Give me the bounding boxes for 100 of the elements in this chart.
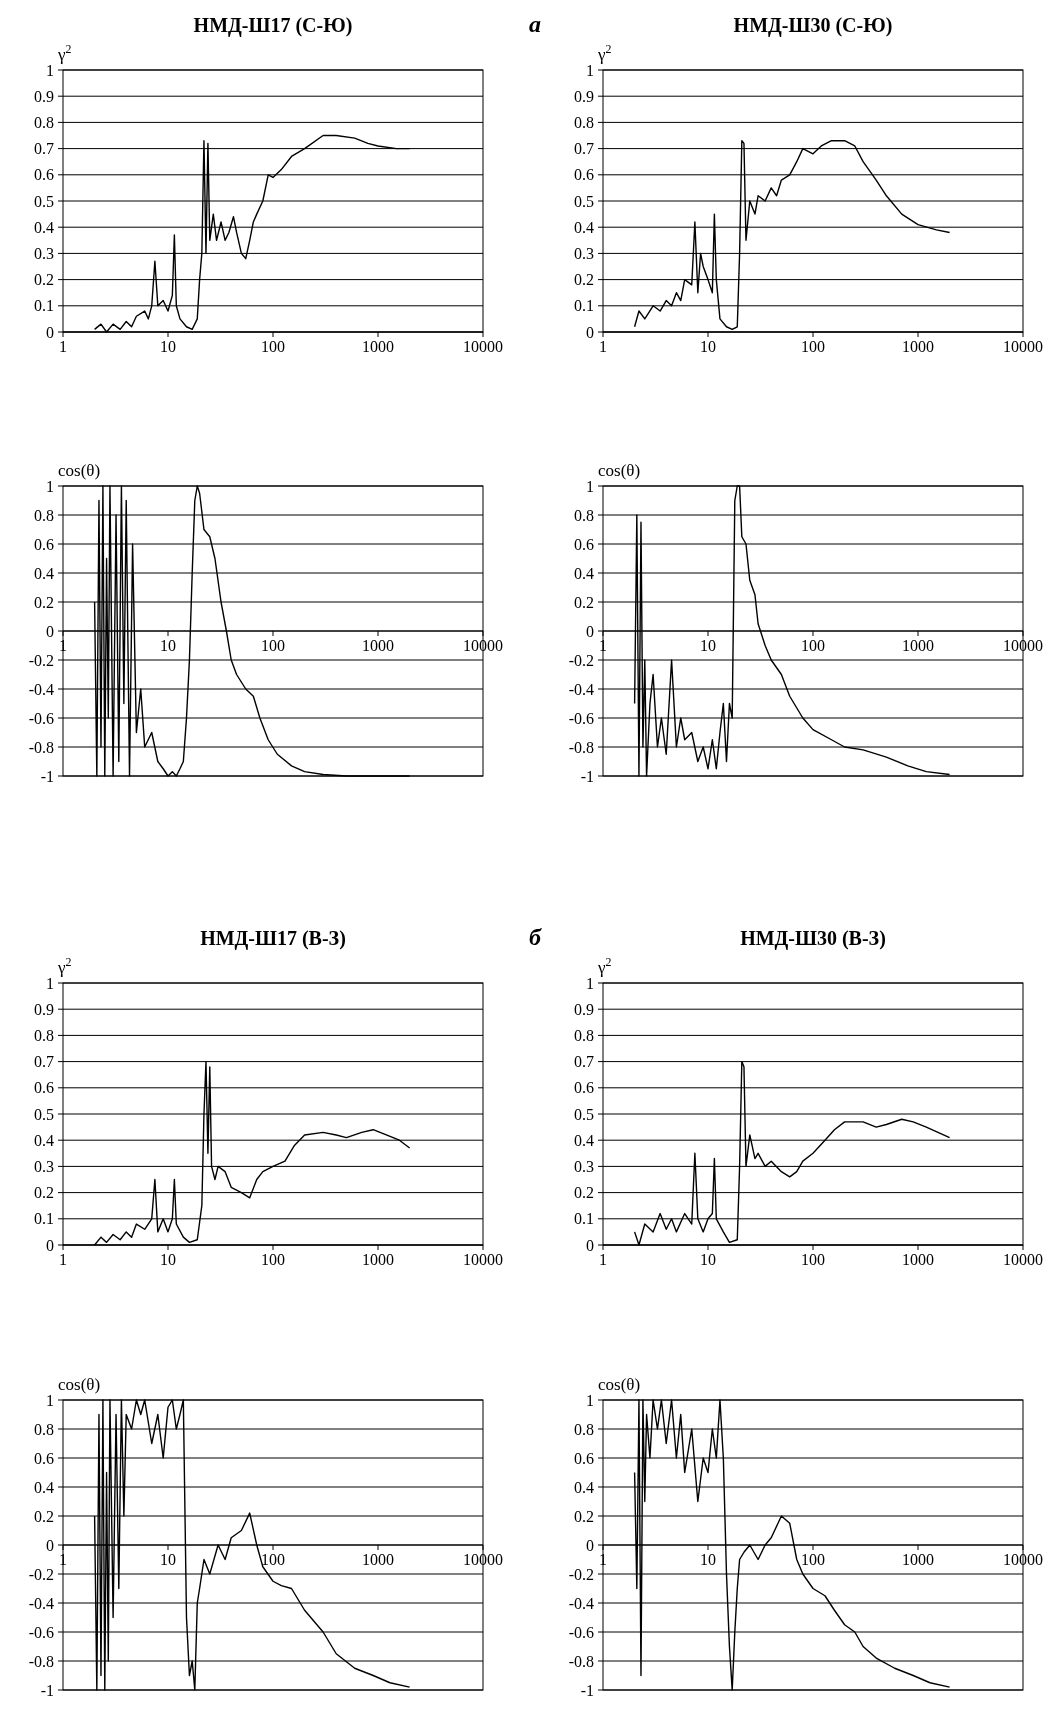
x-tick-label: 1000: [362, 1251, 394, 1268]
y-tick-label: 0.5: [34, 192, 54, 210]
y-tick-label: 1: [586, 974, 594, 992]
x-tick-label: 10000: [463, 1251, 503, 1268]
y-tick-label: 0.8: [34, 1027, 54, 1044]
y-tick-label: -0.4: [568, 1594, 594, 1612]
x-tick-label: 10: [700, 1551, 716, 1568]
x-tick-label: 1000: [362, 338, 394, 355]
x-tick-label: 1: [59, 1251, 67, 1268]
y-axis-title: cos(θ): [58, 1375, 101, 1394]
y-tick-label: 0: [586, 323, 594, 341]
y-tick-label: 1: [46, 477, 54, 495]
y-tick-label: -0.2: [28, 651, 54, 669]
y-tick-label: 0: [46, 1236, 54, 1254]
y-tick-label: 0: [46, 323, 54, 341]
x-tick-label: 1: [59, 1551, 67, 1568]
y-tick-label: 0.1: [574, 297, 594, 315]
y-tick-label: 0.8: [574, 506, 594, 524]
y-tick-label: 0.3: [574, 245, 594, 262]
y-tick-label: 0.8: [574, 1027, 594, 1044]
y-tick-label: -0.6: [28, 709, 54, 727]
y-tick-label: 0.3: [574, 1158, 594, 1175]
y-tick-label: 0.7: [34, 1053, 54, 1071]
chart-title: НМД-Ш17 (С-Ю): [193, 14, 353, 37]
y-tick-label: 1: [46, 974, 54, 992]
y-tick-label: 0.4: [574, 564, 594, 582]
y-tick-label: 0.2: [34, 593, 54, 611]
x-tick-label: 100: [801, 338, 825, 355]
y-tick-label: 0.2: [34, 1507, 54, 1525]
x-tick-label: 1000: [362, 637, 394, 654]
y-tick-label: 0.1: [34, 1210, 54, 1228]
y-tick-label: 0.2: [34, 271, 54, 289]
y-tick-label: 0.4: [34, 1478, 54, 1496]
y-tick-label: 0.5: [34, 1105, 54, 1123]
y-tick-label: 0.8: [34, 1420, 54, 1438]
x-tick-label: 100: [261, 1251, 285, 1268]
x-tick-label: 10: [700, 338, 716, 355]
chart-title: НМД-Ш30 (В-З): [740, 927, 886, 950]
y-tick-label: 0.4: [34, 564, 54, 582]
y-tick-label: 0.1: [574, 1210, 594, 1228]
y-tick-label: 0: [586, 622, 594, 640]
y-tick-label: -1: [40, 1681, 54, 1699]
y-tick-label: 0.9: [34, 1000, 54, 1018]
x-tick-label: 10000: [463, 1551, 503, 1568]
y-axis-title: cos(θ): [598, 461, 641, 480]
text: а: [529, 11, 541, 37]
y-tick-label: -0.2: [568, 651, 594, 669]
y-tick-label: 0.9: [574, 1000, 594, 1018]
y-tick-label: -1: [580, 767, 594, 785]
y-tick-label: -0.6: [568, 709, 594, 727]
x-tick-label: 100: [261, 338, 285, 355]
y-tick-label: 0: [586, 1236, 594, 1254]
x-tick-label: 10000: [1003, 637, 1043, 654]
x-tick-label: 100: [261, 637, 285, 654]
y-axis-title: γ$^{2}$: [597, 42, 612, 64]
x-tick-label: 10000: [463, 637, 503, 654]
y-tick-label: 0.6: [574, 535, 594, 553]
x-tick-label: 100: [801, 637, 825, 654]
y-axis-title: γ$^{2}$: [57, 955, 72, 977]
y-tick-label: 0.2: [574, 1184, 594, 1202]
x-tick-label: 100: [801, 1251, 825, 1268]
y-tick-label: 0: [586, 1536, 594, 1554]
x-tick-label: 10000: [1003, 338, 1043, 355]
y-tick-label: 0.5: [574, 1105, 594, 1123]
text: б: [529, 924, 543, 950]
y-tick-label: -0.6: [28, 1623, 54, 1641]
x-tick-label: 1: [599, 637, 607, 654]
y-tick-label: 1: [586, 61, 594, 79]
y-tick-label: 0.8: [34, 114, 54, 131]
y-tick-label: 0.4: [574, 218, 594, 236]
y-tick-label: 0.8: [574, 1420, 594, 1438]
x-tick-label: 10: [700, 1251, 716, 1268]
y-tick-label: 0.6: [34, 1079, 54, 1097]
y-axis-title: γ$^{2}$: [597, 955, 612, 977]
x-tick-label: 1: [599, 1251, 607, 1268]
x-tick-label: 1000: [902, 338, 934, 355]
x-tick-label: 1: [59, 637, 67, 654]
y-tick-label: 0.8: [574, 114, 594, 131]
chart-title: НМД-Ш30 (С-Ю): [733, 14, 893, 37]
y-tick-label: 0.3: [34, 245, 54, 262]
y-tick-label: -0.4: [568, 680, 594, 698]
x-tick-label: 1000: [902, 1551, 934, 1568]
y-tick-label: -0.2: [568, 1565, 594, 1583]
x-tick-label: 10: [160, 637, 176, 654]
y-tick-label: 0.4: [34, 218, 54, 236]
y-tick-label: 0.9: [574, 87, 594, 105]
y-tick-label: 0.7: [574, 1053, 594, 1071]
y-tick-label: 0.6: [34, 1449, 54, 1467]
y-tick-label: 0.2: [34, 1184, 54, 1202]
y-tick-label: 1: [586, 1391, 594, 1409]
x-tick-label: 1: [599, 1551, 607, 1568]
x-tick-label: 10: [160, 1251, 176, 1268]
y-tick-label: -0.8: [28, 1652, 54, 1670]
y-tick-label: -0.2: [28, 1565, 54, 1583]
y-tick-label: 0.6: [34, 166, 54, 184]
y-tick-label: 0.6: [574, 166, 594, 184]
y-axis-title: cos(θ): [58, 461, 101, 480]
x-tick-label: 1: [59, 338, 67, 355]
y-tick-label: -0.4: [28, 1594, 54, 1612]
x-tick-label: 1: [599, 338, 607, 355]
